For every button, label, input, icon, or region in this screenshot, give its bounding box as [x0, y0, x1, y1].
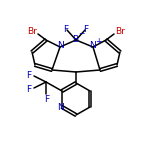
Text: N: N — [58, 102, 64, 112]
Text: −: − — [78, 29, 84, 38]
Text: Br: Br — [115, 28, 125, 36]
Text: +: + — [95, 36, 101, 45]
Text: F: F — [26, 71, 32, 79]
Text: N: N — [58, 41, 64, 50]
Text: F: F — [83, 24, 89, 33]
Text: Br: Br — [27, 28, 37, 36]
Text: F: F — [26, 85, 32, 93]
Text: F: F — [63, 24, 69, 33]
Text: N: N — [89, 41, 95, 50]
Text: F: F — [44, 95, 50, 104]
Text: B: B — [72, 35, 78, 43]
